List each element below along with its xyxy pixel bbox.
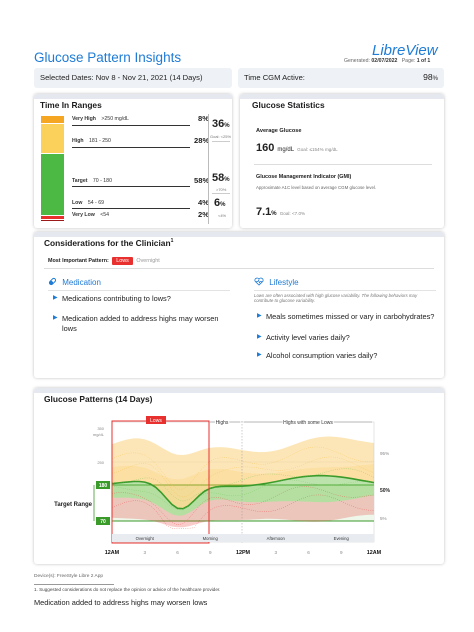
selected-dates: Selected Dates: Nov 8 - Nov 21, 2021 (14… [40,73,203,82]
tir-very-low-value: 2% [198,210,209,219]
tir-very-low-label: Very Low [72,212,95,218]
most-important-pattern: Most Important Pattern: Lows Overnight [48,257,160,265]
considerations-title: Considerations for the Clinician1 [44,238,174,248]
tir-row-high: High 181 - 250 [72,138,182,144]
pattern-badge-overnight: Overnight [136,258,160,264]
stats-divider [254,164,432,165]
tir-very-low-range: <54 [100,212,110,218]
generated-info: Generated: 02/07/2022 Page: 1 of 1 [344,58,430,64]
gmi-value: 7.1% Goal: <7.0% [256,206,306,218]
tir-low-range: 54 - 69 [87,200,104,206]
lifestyle-item: ▶ Alcohol consumption varies daily? [257,351,378,360]
footnote: 1. Suggested considerations do not repla… [34,587,221,592]
tir-combined-high: 36% [212,118,230,130]
footer-note: Medication added to address highs may wo… [34,598,208,607]
lifestyle-intro: Lows are often associated with high gluc… [254,293,418,304]
footer-rule [34,584,114,585]
tir-low-value: 4% [198,198,209,207]
tir-segment-low [41,215,64,220]
avg-glucose-value: 160 mg/dL Goal: ≤154% mg/dL [256,142,338,154]
tir-row-target: Target 70 - 180 [72,178,182,184]
tir-target-value: 58% [194,176,210,185]
cgm-active-bar: Time CGM Active: 98% [238,68,444,88]
tir-bracket [208,114,209,224]
brand-logo: LibreView [372,42,438,59]
cgm-value: 98% [423,72,438,82]
tir-divider-line [72,208,190,209]
tir-very-high-range: >250 mg/dL [101,116,129,122]
glucose-patterns-card: Glucose Patterns (14 Days) [34,388,444,564]
lifestyle-item: ▶ Activity level varies daily? [257,333,350,342]
tir-combined-high-goal: Goal: <25% [210,134,232,139]
glucose-statistics-card: Glucose Statistics Average Glucose 160 m… [240,94,444,228]
page-label: Page: [401,58,416,64]
page-value: 1 of 1 [416,58,431,64]
medication-heading: Medication [48,277,101,287]
device-info: Device(s): FreeStyle Libre 2 App [34,574,104,579]
page-title: Glucose Pattern Insights [34,50,182,65]
tir-high-range: 181 - 250 [88,138,111,144]
lifestyle-rule [254,290,436,291]
tir-combined-target-goal: >70% [216,187,227,192]
lifestyle-item: ▶ Meals sometimes missed or vary in carbo… [257,312,435,321]
time-in-ranges-card: Time In Ranges Very High >250 mg/dL 8% H… [34,94,232,228]
tir-segment-very-high [41,116,64,125]
tir-combined-low: 6% [214,197,226,209]
tir-divider-line [72,125,190,126]
glucose-patterns-title: Glucose Patterns (14 Days) [44,394,153,404]
tir-row-very-low: Very Low <54 [72,212,182,218]
tir-target-range: 70 - 180 [92,178,112,184]
heart-pulse-icon [254,277,264,286]
considerations-card: Considerations for the Clinician1 Most I… [34,232,444,378]
tir-high-value: 28% [194,136,210,145]
medication-item: ▶ Medications contributing to lows? [53,294,171,303]
tir-combined-target: 58% [212,172,230,184]
time-in-ranges-title: Time In Ranges [40,100,102,110]
tir-combined-low-goal: <4% [218,213,227,218]
selected-dates-bar: Selected Dates: Nov 8 - Nov 21, 2021 (14… [34,68,232,88]
pattern-badge-lows: Lows [112,257,133,265]
pill-icon [48,277,57,286]
tir-divider-line [212,141,230,142]
tir-segment-very-low [41,219,64,222]
tir-very-high-label: Very High [72,116,96,122]
tir-segment-high [41,124,64,155]
medication-rule [48,290,230,291]
tir-very-high-value: 8% [198,114,209,123]
gmi-description: Approximate A1C level based on average C… [256,185,377,190]
tir-segment-target [41,154,64,216]
medication-item: ▶ Medication added to address highs may w… [53,314,219,333]
tir-low-label: Low [72,200,83,206]
tir-divider-line [72,147,190,148]
tir-row-very-high: Very High >250 mg/dL [72,116,182,122]
gmi-label: Glucose Management Indicator (GMI) [256,174,352,180]
generated-label: Generated: [344,58,370,64]
tir-row-low: Low 54 - 69 [72,200,182,206]
tir-stacked-bar [41,116,64,222]
tir-divider-line [212,193,230,194]
lifestyle-heading: Lifestyle [254,277,299,287]
considerations-divider [44,268,434,269]
tir-divider-line [72,186,190,187]
tir-high-label: High [72,138,84,144]
tir-target-label: Target [72,178,88,184]
avg-glucose-label: Average Glucose [256,128,302,134]
generated-value: 02/07/2022 [371,58,398,64]
cgm-label: Time CGM Active: [244,73,305,82]
glucose-statistics-title: Glucose Statistics [252,100,325,110]
